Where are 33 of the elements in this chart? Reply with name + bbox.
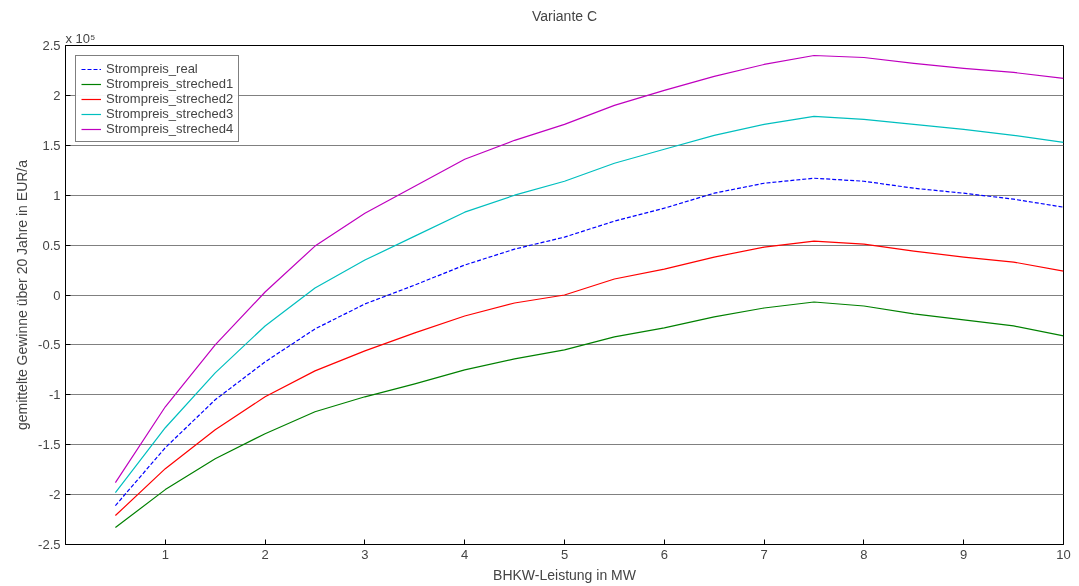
line-series: [114, 240, 1064, 517]
y-tick-label: 0: [53, 287, 61, 303]
x-tick-label: 9: [960, 546, 968, 562]
y-tick-label: 0.5: [42, 237, 61, 253]
y-tick-label: -2: [48, 487, 61, 503]
x-tick-label: 6: [660, 546, 668, 562]
x-tick-label: 10: [1056, 546, 1071, 562]
legend-label: Strompreis_real: [106, 61, 198, 76]
x-tick-label: 4: [461, 546, 469, 562]
y-tick-label: -1: [48, 387, 61, 403]
x-tick-label: 2: [261, 546, 269, 562]
y-tick-label: 2.5: [42, 38, 61, 53]
y-tick-label: 1: [53, 187, 61, 203]
y-tick-label: -2.5: [38, 537, 61, 552]
y-tick-label: 2: [53, 87, 61, 103]
x-tick-label: 3: [361, 546, 369, 562]
y-tick-label: -1.5: [38, 437, 61, 453]
text: x 10⁵: [65, 30, 96, 46]
x-tick-label: 8: [860, 546, 868, 562]
legend-label: Strompreis_streched1: [106, 76, 234, 91]
chart-title: Variante C: [531, 7, 598, 24]
y-axis-title: gemittelte Gewinne über 20 Jahre in EUR/a: [14, 159, 31, 431]
legend-label: Strompreis_streched2: [106, 91, 234, 106]
legend-label: Strompreis_streched3: [106, 106, 234, 121]
x-tick-label: 7: [760, 546, 768, 562]
line-series: [114, 177, 1064, 507]
line-series: [114, 301, 1064, 529]
y-tick-label: -0.5: [38, 337, 61, 353]
y-tick-label: 1.5: [42, 137, 61, 153]
x-tick-label: 1: [161, 546, 169, 562]
x-axis-title: BHKW-Leistung in MW: [493, 566, 637, 583]
x-tick-label: 5: [560, 546, 569, 562]
legend-label: Strompreis_streched4: [106, 121, 234, 136]
